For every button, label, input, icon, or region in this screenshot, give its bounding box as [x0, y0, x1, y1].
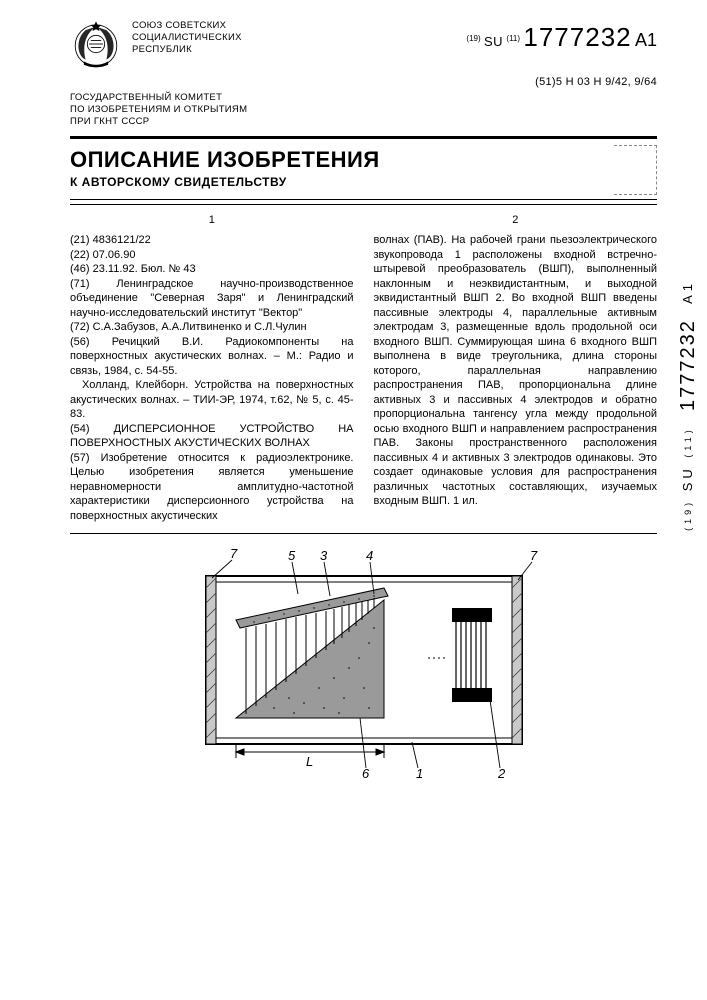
issuer-line: СОЮЗ СОВЕТСКИХ — [132, 20, 466, 32]
dimension-label: L — [306, 754, 313, 769]
issuer-line: СОЦИАЛИСТИЧЕСКИХ — [132, 32, 466, 44]
doc-title: ОПИСАНИЕ ИЗОБРЕТЕНИЯ — [70, 147, 380, 173]
corner-mark — [614, 145, 657, 195]
callout-7b: 7 — [530, 548, 538, 563]
column-number: 1 — [70, 213, 354, 228]
divider — [70, 199, 657, 200]
committee-line: ГОСУДАРСТВЕННЫЙ КОМИТЕТ — [70, 92, 657, 104]
committee-line: ПО ИЗОБРЕТЕНИЯМ И ОТКРЫТИЯМ — [70, 104, 657, 116]
callout-4: 4 — [366, 548, 373, 563]
field-56: (56) Речицкий В.И. Радиокомпоненты на по… — [70, 335, 354, 379]
column-right: 2 волнах (ПАВ). На рабочей грани пьезоэл… — [374, 213, 658, 524]
callout-1: 1 — [416, 766, 423, 778]
committee-block: ГОСУДАРСТВЕННЫЙ КОМИТЕТ ПО ИЗОБРЕТЕНИЯМ … — [70, 92, 657, 128]
state-emblem — [70, 18, 122, 70]
callout-7: 7 — [230, 548, 238, 561]
side-publication-number: (19) SU (11) 1777232 A1 — [673, 280, 703, 534]
patent-figure: L 7 5 3 4 7 6 1 2 — [174, 548, 554, 778]
callout-3: 3 — [320, 548, 328, 563]
issuer-line: РЕСПУБЛИК — [132, 44, 466, 56]
field-56b: Холланд, Клейборн. Устройства на поверхн… — [70, 378, 354, 422]
ipc-classification: (51)5 H 03 H 9/42, 9/64 — [70, 76, 657, 88]
callout-5: 5 — [288, 548, 296, 563]
field-54: (54) ДИСПЕРСИОННОЕ УСТРОЙСТВО НА ПОВЕРХН… — [70, 423, 354, 450]
callout-2: 2 — [497, 766, 506, 778]
committee-line: ПРИ ГКНТ СССР — [70, 116, 657, 128]
field-22: (22) 07.06.90 — [70, 248, 354, 263]
field-21: (21) 4836121/22 — [70, 233, 354, 248]
callout-6: 6 — [362, 766, 370, 778]
column-left: 1 (21) 4836121/22 (22) 07.06.90 (46) 23.… — [70, 213, 354, 524]
divider — [70, 204, 657, 205]
issuer-block: СОЮЗ СОВЕТСКИХ СОЦИАЛИСТИЧЕСКИХ РЕСПУБЛИ… — [132, 18, 466, 56]
field-57: (57) Изобретение относится к радиоэлектр… — [70, 451, 354, 524]
column-number: 2 — [374, 213, 658, 228]
doc-subtitle: К АВТОРСКОМУ СВИДЕТЕЛЬСТВУ — [70, 175, 380, 189]
field-71: (71) Ленинградское научно-производственн… — [70, 277, 354, 321]
field-46: (46) 23.11.92. Бюл. № 43 — [70, 262, 354, 277]
divider — [70, 533, 657, 534]
publication-number: (19) SU (11) 1777232 A1 — [466, 18, 657, 53]
abstract-continued: волнах (ПАВ). На рабочей грани пьезоэлек… — [374, 233, 658, 509]
divider — [70, 136, 657, 139]
field-72: (72) С.А.Забузов, А.А.Литвиненко и С.Л.Ч… — [70, 320, 354, 335]
